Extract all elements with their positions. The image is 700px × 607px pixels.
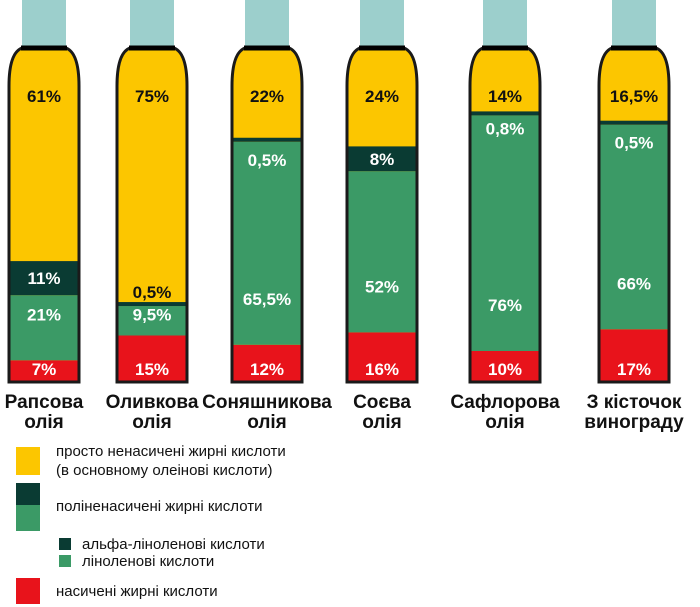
segment-label-saturated: 16% [365, 360, 399, 379]
segment-alpha [470, 111, 540, 116]
segment-linoleic [599, 124, 669, 330]
legend-poly: поліненасичені жирні кислоти [56, 498, 263, 515]
legend-swatch-linoleic [59, 555, 71, 567]
bottle-1: 7% 21% 11% 61% [7, 0, 81, 384]
segment-alpha [117, 302, 187, 307]
segment-label-alpha: 11% [27, 269, 60, 288]
segment-saturated [347, 332, 417, 382]
segment-saturated [599, 329, 669, 382]
segment-label-alpha: 0,5% [248, 151, 287, 170]
segment-label-linoleic: 66% [617, 274, 651, 293]
oil-name-4: Соєва олія [353, 392, 411, 433]
segment-label-linoleic: 65,5% [243, 290, 291, 309]
legend-swatch-mono [16, 447, 40, 475]
segment-linoleic [117, 306, 187, 336]
bottle-cap [360, 0, 404, 48]
bottle-3: 12% 65,5% 0,5% 22% [230, 0, 304, 384]
legend-alpha: альфа-ліноленові кислоти [82, 536, 265, 553]
oil-name-3: Соняшникова олія [202, 392, 332, 433]
oil-name-6: З кісточок винограду [584, 392, 684, 433]
segment-label-saturated: 17% [617, 360, 651, 379]
segment-linoleic [347, 171, 417, 333]
segment-label-linoleic: 9,5% [133, 306, 172, 325]
segment-label-mono: 16,5% [610, 87, 658, 106]
segment-saturated [470, 351, 540, 382]
bottle-cap [22, 0, 66, 48]
segment-linoleic [470, 115, 540, 352]
segment-label-linoleic: 52% [365, 277, 399, 296]
bottle-4: 16% 52% 8% 24% [345, 0, 419, 384]
segment-label-mono: 22% [250, 87, 284, 106]
segment-label-saturated: 10% [488, 360, 522, 379]
oil-bottles-chart: 7% 21% 11% 61% 15% 9,5% 0,5% 75% 12% 65,5% 0,5% 22%… [7, 0, 671, 384]
legend-swatch-saturated [16, 578, 40, 604]
segment-label-alpha: 0,5% [615, 134, 654, 153]
segment-label-alpha: 0,8% [486, 119, 525, 138]
bottle-cap [130, 0, 174, 48]
bottle-cap [483, 0, 527, 48]
segment-label-mono: 75% [135, 87, 169, 106]
bottle-cap [245, 0, 289, 48]
bottle-5: 10% 76% 0,8% 14% [468, 0, 542, 384]
legend-swatch-poly-dark [16, 483, 40, 505]
bottle-cap [612, 0, 656, 48]
segment-saturated [232, 344, 302, 382]
segment-label-mono: 24% [365, 87, 399, 106]
segment-label-linoleic: 21% [27, 305, 61, 324]
segment-label-saturated: 12% [250, 360, 284, 379]
segment-label-linoleic: 76% [488, 296, 522, 315]
segment-label-alpha: 8% [370, 150, 395, 169]
segment-label-alpha: 0,5% [133, 283, 172, 302]
segment-linoleic [232, 141, 302, 345]
segment-label-mono: 14% [488, 87, 522, 106]
legend-swatch-poly-green [16, 505, 40, 531]
bottle-2: 15% 9,5% 0,5% 75% [115, 0, 189, 384]
segment-label-saturated: 15% [135, 360, 169, 379]
segment-linoleic [9, 295, 79, 361]
segment-saturated [9, 360, 79, 382]
legend-swatch-alpha [59, 538, 71, 550]
bottle-6: 17% 66% 0,5% 16,5% [597, 0, 671, 384]
segment-saturated [117, 335, 187, 382]
legend-mono-line1: просто ненасичені жирні кислоти [56, 443, 286, 460]
segment-label-saturated: 7% [32, 360, 57, 379]
oil-name-5: Сафлорова олія [450, 392, 560, 433]
legend-saturated: насичені жирні кислоти [56, 583, 218, 600]
legend-mono-line2: (в основному олеінові кислоти) [56, 462, 273, 479]
segment-label-mono: 61% [27, 87, 61, 106]
legend-linoleic: ліноленові кислоти [82, 553, 215, 570]
segment-alpha [232, 137, 302, 142]
segment-alpha [9, 261, 79, 296]
segment-alpha [599, 120, 669, 125]
oil-name-2: Оливкова олія [105, 392, 199, 433]
segment-alpha [347, 146, 417, 172]
oil-name-1: Рапсова олія [4, 392, 84, 433]
